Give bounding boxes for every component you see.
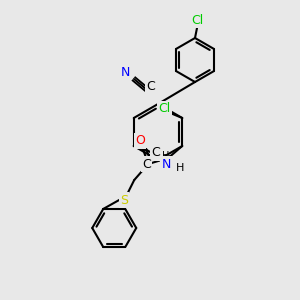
Text: Cl: Cl <box>191 14 203 26</box>
Text: N: N <box>162 158 171 170</box>
Text: Cl: Cl <box>158 103 170 116</box>
Text: S: S <box>120 194 128 206</box>
Text: H: H <box>162 151 169 161</box>
Text: C: C <box>152 146 160 160</box>
Text: H: H <box>176 163 184 173</box>
Text: C: C <box>142 158 151 170</box>
Text: C: C <box>147 80 155 94</box>
Text: N: N <box>121 67 130 80</box>
Text: 3: 3 <box>167 155 171 161</box>
Text: O: O <box>135 134 145 148</box>
